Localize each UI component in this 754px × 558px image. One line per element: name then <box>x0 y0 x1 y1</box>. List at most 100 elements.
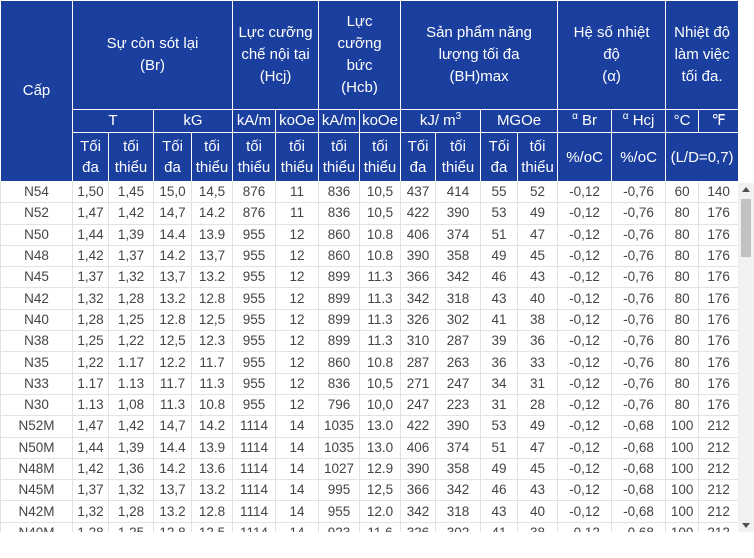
value-cell: 14.2 <box>190 415 234 438</box>
value-cell: 80 <box>665 308 700 332</box>
value-cell: 310 <box>400 330 437 353</box>
value-cell: -0,12 <box>557 330 613 353</box>
value-cell: 47 <box>517 436 559 459</box>
value-cell: 212 <box>698 500 738 523</box>
header-cell: kJ/ m3 <box>400 109 482 133</box>
value-cell: 33 <box>517 351 559 374</box>
header-cell: tối thiểu <box>108 132 154 182</box>
grade-cell: N38 <box>0 330 73 353</box>
header-line: Nhiệt độ <box>674 24 731 41</box>
value-cell: 212 <box>698 436 738 459</box>
data-row: N50 1,44 1,39 14.4 13.9 955 12 860 10.8 406 374 51 4… <box>0 223 738 246</box>
value-cell: 10,0 <box>359 393 402 417</box>
value-cell: 10,5 <box>359 202 402 225</box>
value-cell: 955 <box>232 287 277 310</box>
header-cell: Lực cưỡng chế nội tại (Hcj) <box>232 0 320 110</box>
value-cell: 31 <box>480 393 519 417</box>
value-cell: 1.17 <box>72 372 109 395</box>
scroll-up-arrow[interactable] <box>742 187 750 192</box>
grade-cell: N45M <box>0 479 73 502</box>
value-cell: 1,28 <box>108 500 154 523</box>
scrollbar-thumb[interactable] <box>741 199 751 257</box>
value-cell: 342 <box>435 479 482 502</box>
value-cell: 406 <box>400 436 437 459</box>
value-cell: 247 <box>435 372 482 395</box>
value-cell: 212 <box>698 415 738 438</box>
value-cell: 1,37 <box>108 244 154 268</box>
header-text: koOe <box>279 112 315 129</box>
scrollbar[interactable] <box>738 183 754 532</box>
value-cell: 53 <box>480 202 519 225</box>
value-cell: 11.7 <box>190 351 234 374</box>
header-text: ℉ <box>711 112 726 129</box>
header-line: (Hcb) <box>341 79 378 96</box>
header-text: kJ/ m <box>419 112 456 129</box>
data-row: N38 1,25 1,22 12,5 12.3 955 12 899 11.3 310 287 39 3… <box>0 330 738 353</box>
value-cell: 49 <box>480 457 519 481</box>
value-cell: 11 <box>275 202 320 225</box>
value-cell: -0,76 <box>611 372 667 395</box>
data-row: N42 1,32 1,28 13.2 12.8 955 12 899 11.3 342 318 43 4… <box>0 287 738 310</box>
value-cell: 36 <box>480 351 519 374</box>
value-cell: 263 <box>435 351 482 374</box>
value-cell: 80 <box>665 244 700 268</box>
header-line: Lực <box>346 13 373 30</box>
value-cell: 10.8 <box>190 393 234 417</box>
value-cell: 12,5 <box>153 330 192 353</box>
value-cell: 1,47 <box>72 202 109 225</box>
value-cell: 836 <box>318 372 361 395</box>
superscript: α <box>622 111 629 122</box>
value-cell: 326 <box>400 308 437 332</box>
data-row: N48M 1,42 1,36 14.2 13.6 1114 14 1027 12.9 390 358… <box>0 457 738 481</box>
header-cell: kA/m <box>232 109 277 133</box>
value-cell: 14 <box>275 436 320 459</box>
value-cell: 40 <box>517 287 559 310</box>
value-cell: 100 <box>665 457 700 481</box>
value-cell: 38 <box>517 521 559 532</box>
value-cell: 12 <box>275 372 320 395</box>
value-cell: 12.8 <box>190 500 234 523</box>
header-line: Sự còn sót lại <box>106 35 199 52</box>
value-cell: 1,28 <box>72 521 109 532</box>
grade-cell: N50 <box>0 223 73 246</box>
header-label: α Hcj <box>622 111 655 130</box>
header-text: Hcj <box>628 112 655 129</box>
value-cell: -0,12 <box>557 479 613 502</box>
value-cell: 14 <box>275 479 320 502</box>
value-cell: 176 <box>698 223 738 246</box>
value-cell: 28 <box>517 393 559 417</box>
value-cell: 31 <box>517 372 559 395</box>
header-label: °C <box>674 112 691 129</box>
value-cell: -0,12 <box>557 351 613 374</box>
header-line: làm việc <box>674 46 730 63</box>
value-cell: 80 <box>665 287 700 310</box>
value-cell: -0,12 <box>557 223 613 246</box>
magnet-grade-table: Cấp Sự còn sót lại (Br) Lực cưỡng chế nội tạ… <box>0 0 738 532</box>
value-cell: 422 <box>400 415 437 438</box>
value-cell: 1035 <box>318 415 361 438</box>
value-cell: 955 <box>232 266 277 289</box>
header-cell: Lực cưỡng bức (Hcb) <box>318 0 402 110</box>
value-cell: 11.3 <box>190 372 234 395</box>
value-cell: 49 <box>517 415 559 438</box>
scroll-down-arrow[interactable] <box>742 523 750 528</box>
header-cell: Tối đa <box>153 132 192 182</box>
value-cell: 12 <box>275 351 320 374</box>
header-cell: Tối đa <box>480 132 519 182</box>
grade-cell: N54 <box>0 180 73 204</box>
value-cell: 374 <box>435 436 482 459</box>
header-cell: tối thiểu <box>318 132 361 182</box>
header-cell: °C <box>665 109 700 133</box>
value-cell: -0,76 <box>611 266 667 289</box>
value-cell: 51 <box>480 223 519 246</box>
header-line: chế nội tại <box>241 46 310 63</box>
value-cell: 223 <box>435 393 482 417</box>
value-cell: 12.2 <box>153 351 192 374</box>
table-header: Cấp Sự còn sót lại (Br) Lực cưỡng chế nội tạ… <box>0 0 738 182</box>
value-cell: 1,44 <box>72 436 109 459</box>
value-cell: 1114 <box>232 415 277 438</box>
value-cell: 13.9 <box>190 223 234 246</box>
value-cell: -0,76 <box>611 223 667 246</box>
value-cell: 176 <box>698 393 738 417</box>
